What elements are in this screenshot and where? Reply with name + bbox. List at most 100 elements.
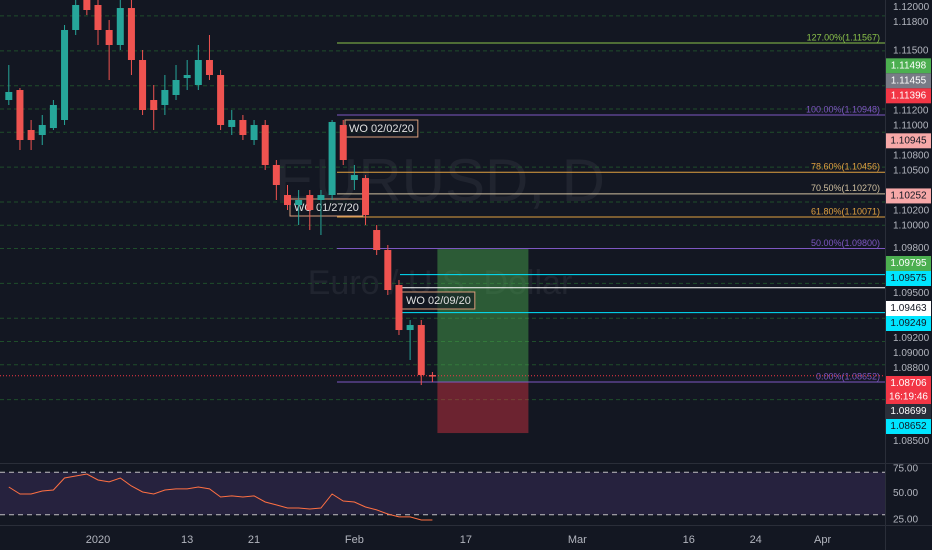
x-tick-label: Mar	[568, 534, 587, 546]
annotation-text: WO 01/27/20	[294, 202, 359, 214]
rsi-band	[0, 472, 885, 515]
price-tag-label: 1.11455	[891, 75, 927, 86]
rsi-tick-label: 75.00	[893, 464, 918, 475]
candle-body	[5, 91, 13, 101]
candle-body	[406, 325, 414, 331]
price-tag	[886, 404, 931, 420]
price-tag-label: 1.08699	[890, 406, 927, 417]
y-tick-label: 1.09200	[893, 333, 930, 344]
candle-body	[417, 325, 425, 376]
y-tick-label: 1.10800	[893, 150, 930, 161]
x-tick-label: Feb	[345, 534, 364, 546]
candle-body	[217, 75, 225, 126]
candle-body	[38, 125, 46, 136]
price-tag	[886, 419, 931, 435]
candle-body	[239, 120, 247, 136]
y-tick-label: 1.10200	[893, 206, 930, 217]
y-tick-label: 1.09800	[893, 243, 930, 254]
candle-body	[317, 195, 325, 201]
candle-body	[228, 120, 236, 127]
y-tick-label: 1.09000	[893, 348, 930, 359]
annotation-text: WO 02/02/20	[349, 123, 414, 135]
fib-label: 78.60%(1.10456)	[811, 162, 880, 172]
candle-body	[172, 80, 180, 96]
candle-body	[205, 60, 213, 76]
candle-body	[373, 230, 381, 251]
y-tick-label: 1.12000	[893, 2, 930, 13]
price-tag-label: 1.08706	[890, 378, 927, 389]
candle-body	[250, 125, 258, 141]
candle-body	[295, 200, 303, 206]
fib-label: 100.00%(1.10948)	[806, 104, 880, 114]
candle-body	[384, 250, 392, 291]
x-tick-label: 16	[683, 534, 695, 546]
candle-body	[61, 30, 69, 121]
position-loss	[437, 381, 529, 434]
candle-body	[395, 285, 403, 331]
price-tag	[886, 58, 931, 74]
price-tag	[886, 376, 931, 405]
price-tag-label: 1.11498	[891, 60, 927, 71]
price-tag	[886, 73, 931, 89]
price-tag	[886, 316, 931, 332]
x-tick-label: Apr	[814, 534, 831, 546]
price-tag-label: 1.10945	[890, 135, 927, 146]
x-tick-label: 13	[181, 534, 193, 546]
fib-label: 0.00%(1.08652)	[816, 371, 880, 381]
price-tag-label: 1.10252	[890, 191, 927, 202]
price-tag-label: 1.11396	[891, 90, 927, 101]
x-tick-label: 21	[248, 534, 260, 546]
candle-body	[272, 165, 280, 186]
price-tag-label: 1.08652	[890, 421, 927, 432]
candle-body	[183, 75, 191, 79]
x-tick-label: 24	[750, 534, 762, 546]
y-tick-label: 1.10000	[893, 221, 930, 232]
x-tick-label: 17	[460, 534, 472, 546]
price-tag-countdown: 16:19:46	[889, 392, 928, 403]
annotation: WO 02/09/20	[401, 291, 476, 310]
y-tick-label: 1.11800	[893, 17, 929, 28]
candle-body	[72, 5, 80, 31]
rsi-line	[8, 473, 433, 521]
annotation: WO 02/02/20	[344, 119, 419, 138]
price-tag-label: 1.09249	[890, 318, 927, 329]
price-tag	[886, 88, 931, 104]
candle-body	[105, 30, 113, 46]
fib-label: 50.00%(1.09800)	[811, 238, 880, 248]
y-tick-label: 1.09500	[893, 288, 930, 299]
price-tag	[886, 133, 931, 149]
candle-body	[350, 175, 358, 181]
price-tag-label: 1.09575	[890, 273, 927, 284]
y-tick-label: 1.11500	[893, 45, 929, 56]
fib-label: 61.80%(1.10071)	[811, 206, 880, 216]
candle-body	[49, 105, 57, 129]
candle-body	[161, 90, 169, 106]
fib-label: 70.50%(1.10270)	[811, 183, 880, 193]
y-tick-label: 1.10500	[893, 165, 930, 176]
fib-label: 127.00%(1.11567)	[807, 32, 880, 42]
price-tag	[886, 188, 931, 204]
annotation-text: WO 02/09/20	[406, 295, 471, 307]
candle-body	[194, 60, 202, 86]
y-tick-label: 1.08500	[893, 436, 930, 447]
candle-body	[428, 375, 436, 377]
candle-body	[127, 8, 135, 61]
x-tick-label: 2020	[86, 534, 110, 546]
candle-body	[328, 121, 336, 196]
candle-body	[16, 90, 24, 141]
price-tag-label: 1.09795	[890, 258, 927, 269]
candle-body	[261, 125, 269, 166]
candle-body	[27, 130, 35, 141]
price-tag-label: 1.09463	[890, 303, 927, 314]
price-tag	[886, 256, 931, 272]
y-tick-label: 1.11200	[893, 105, 929, 116]
candle-body	[283, 195, 291, 206]
price-tag	[886, 301, 931, 317]
candle-body	[306, 195, 314, 211]
candle-body	[139, 60, 147, 111]
rsi-tick-label: 50.00	[893, 488, 918, 499]
price-tag	[886, 271, 931, 287]
candle-body	[94, 5, 102, 31]
